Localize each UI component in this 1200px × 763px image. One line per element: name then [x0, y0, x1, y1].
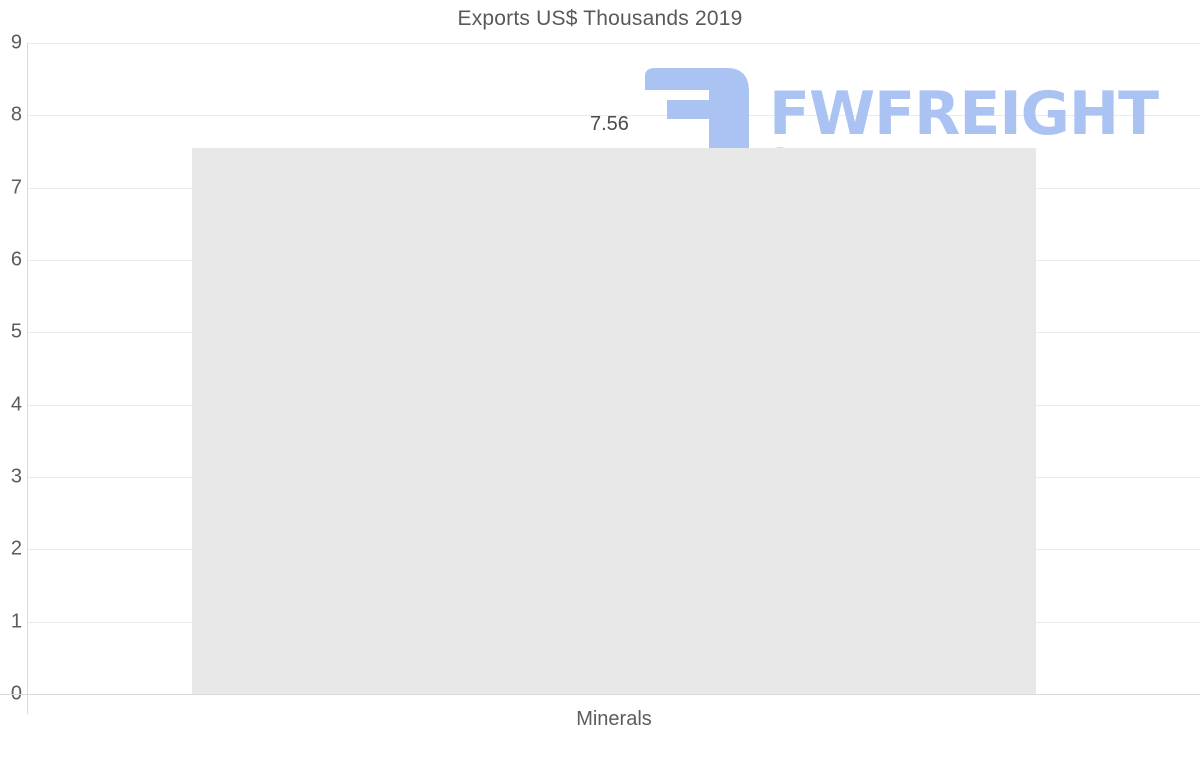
x-tick-label-minerals: Minerals — [576, 708, 652, 730]
y-tick-label-4: 4 — [10, 393, 22, 416]
chart-title: Exports US$ Thousands 2019 — [457, 7, 743, 30]
bar-value-label-minerals: 7.56 — [590, 113, 629, 135]
y-tick-label-5: 5 — [10, 320, 22, 343]
y-tick-label-7: 7 — [10, 176, 22, 199]
gridline-8 — [27, 115, 1200, 117]
y-axis-line — [27, 43, 28, 714]
y-tick-label-6: 6 — [10, 248, 22, 271]
y-tick-label-8: 8 — [10, 103, 22, 126]
y-tick-label-0: 0 — [0, 683, 22, 706]
y-tick-label-1: 1 — [10, 610, 22, 633]
y-tick-label-9: 9 — [10, 31, 22, 54]
gridline-9 — [27, 43, 1200, 44]
bar-minerals[interactable] — [192, 148, 1036, 694]
y-tick-label-3: 3 — [10, 465, 22, 488]
x-axis-line — [0, 694, 1200, 695]
y-tick-label-2: 2 — [10, 537, 22, 560]
